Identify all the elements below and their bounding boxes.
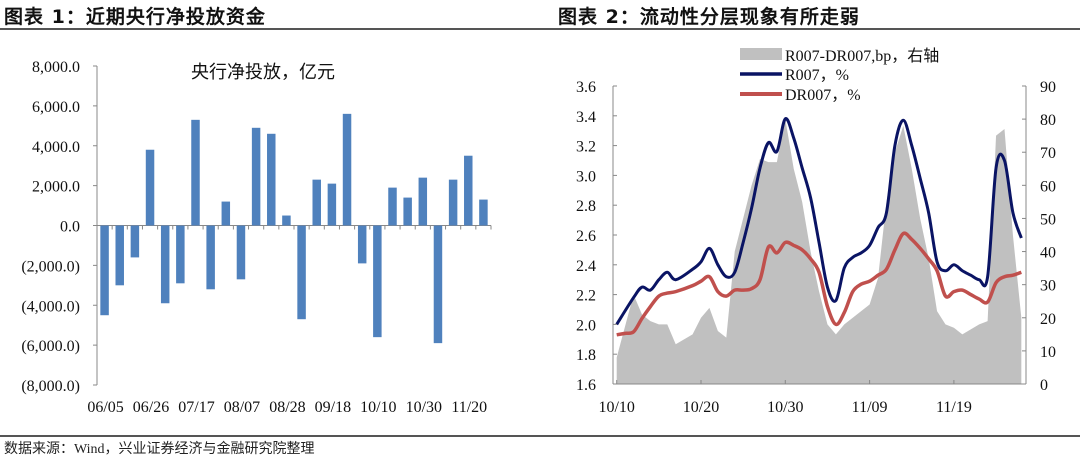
chart1-bar	[130, 225, 140, 258]
chart1-bar	[357, 225, 367, 264]
chart1-y-tick-label: (2,000.0)	[21, 258, 80, 275]
chart2-right-y-tick-label: 80	[1040, 112, 1056, 129]
chart1-x-tick-label: 10/30	[406, 399, 442, 416]
chart2-left-y-tick-label: 2.2	[576, 288, 596, 305]
legend-swatch-spread	[740, 48, 782, 60]
dr007-line	[616, 231, 1022, 337]
chart1-y-tick-label: 6,000.0	[32, 99, 80, 116]
chart1-x-tick-label: 06/26	[133, 399, 169, 416]
legend-label: R007-DR007,bp，右轴	[785, 47, 939, 65]
chart2-right-y-tick-label: 0	[1040, 377, 1048, 394]
chart2-left-y-tick-label: 2.8	[576, 198, 596, 215]
chart2-x-tick-label: 10/10	[598, 399, 634, 416]
chart2-right-y-tick-label: 40	[1040, 245, 1056, 262]
chart1-bar	[251, 127, 261, 226]
chart2-right-y-tick-label: 50	[1040, 211, 1056, 228]
chart1-y-tick-label: 2,000.0	[32, 179, 80, 196]
chart2-right-y-tick-label: 10	[1040, 344, 1056, 361]
header-divider	[0, 28, 1080, 30]
chart1-bar	[418, 177, 428, 226]
chart2-left-y-tick-label: 2.6	[576, 228, 596, 245]
footer-divider	[0, 435, 1080, 437]
chart2-left-y-tick-label: 3.6	[576, 79, 596, 96]
chart2-x-tick-label: 11/19	[936, 399, 972, 416]
chart1-bar	[312, 179, 321, 226]
chart2-left-y-tick-label: 3.2	[576, 139, 596, 156]
r007-line	[615, 117, 1023, 326]
chart1-y-tick-label: 4,000.0	[32, 139, 80, 156]
chart1-bar-chart: 央行净投放，亿元 (8,000.0) (6,000.0) (4,000.0) (2,0…	[21, 59, 492, 416]
chart2-x-tick-label: 10/30	[767, 399, 803, 416]
chart1-bar	[236, 225, 246, 280]
chart1-y-tick-label: (8,000.0)	[21, 378, 80, 395]
chart1-bar	[191, 119, 200, 226]
source-note: 数据来源：Wind，兴业证券经济与金融研究院整理	[4, 442, 315, 457]
chart1-x-tick-label: 09/18	[315, 399, 351, 416]
spread-area	[616, 119, 1022, 384]
chart1-bar	[160, 225, 170, 304]
chart1-bar	[373, 225, 382, 338]
chart2-right-y-tick-label: 30	[1040, 278, 1056, 295]
chart2-right-y-tick-label: 90	[1040, 79, 1056, 96]
chart1-y-tick-label: 8,000.0	[32, 59, 80, 76]
chart2-x-tick-label: 11/09	[852, 399, 888, 416]
chart1-bar	[342, 113, 352, 226]
chart1-bar	[221, 201, 231, 226]
chart2-header: 图表 2：流动性分层现象有所走弱	[558, 6, 860, 28]
chart1-bar	[464, 155, 473, 226]
chart1-bar	[176, 225, 185, 284]
chart1-x-tick-label: 10/10	[360, 399, 396, 416]
legend-label: R007，%	[785, 67, 849, 84]
chart1-bar	[145, 149, 155, 226]
chart2-left-y-tick-label: 2.0	[576, 317, 596, 334]
chart1-bar	[282, 215, 291, 226]
chart1-x-tick-label: 07/17	[178, 399, 214, 416]
chart1-bar	[206, 225, 215, 290]
chart1-title: 央行净投放，亿元	[191, 62, 335, 83]
legend-label: DR007，%	[785, 87, 861, 104]
chart2-right-y-tick-label: 60	[1040, 178, 1056, 195]
chart2-left-y-tick-label: 3.0	[576, 168, 596, 185]
chart1-x-tick-label: 06/05	[87, 399, 123, 416]
chart1-x-tick-label: 11/20	[451, 399, 487, 416]
chart1-bar	[267, 133, 276, 226]
chart2-line-chart: 1.6 1.8 2.0 2.2 2.4 2.6 2.8 3.0 3.2 3.4 3.6 0 10 20 30…	[576, 47, 1056, 416]
chart1-bar	[479, 199, 488, 226]
chart1-y-tick-label: (4,000.0)	[21, 298, 80, 315]
chart1-bar	[388, 187, 397, 226]
chart2-left-y-tick-label: 1.8	[576, 347, 596, 364]
chart1-header: 图表 1：近期央行净投放资金	[4, 6, 266, 28]
chart2-left-y-tick-label: 3.4	[576, 109, 596, 126]
chart1-bar	[297, 225, 306, 320]
chart1-bar	[327, 183, 337, 226]
chart2-x-tick-label: 10/20	[683, 399, 719, 416]
chart1-bar	[403, 197, 412, 226]
chart2-right-y-tick-label: 70	[1040, 145, 1056, 162]
chart1-bar	[115, 225, 124, 286]
chart1-x-tick-label: 08/28	[269, 399, 305, 416]
chart1-bar	[448, 179, 458, 226]
chart2-right-y-tick-label: 20	[1040, 311, 1056, 328]
chart1-bar	[100, 225, 109, 316]
chart1-bar	[433, 225, 443, 344]
chart1-y-tick-label: 0.0	[60, 219, 80, 236]
chart2-left-y-tick-label: 1.6	[576, 377, 596, 394]
chart1-y-tick-label: (6,000.0)	[21, 338, 80, 355]
chart1-x-tick-label: 08/07	[224, 399, 260, 416]
chart2-left-y-tick-label: 2.4	[576, 258, 596, 275]
